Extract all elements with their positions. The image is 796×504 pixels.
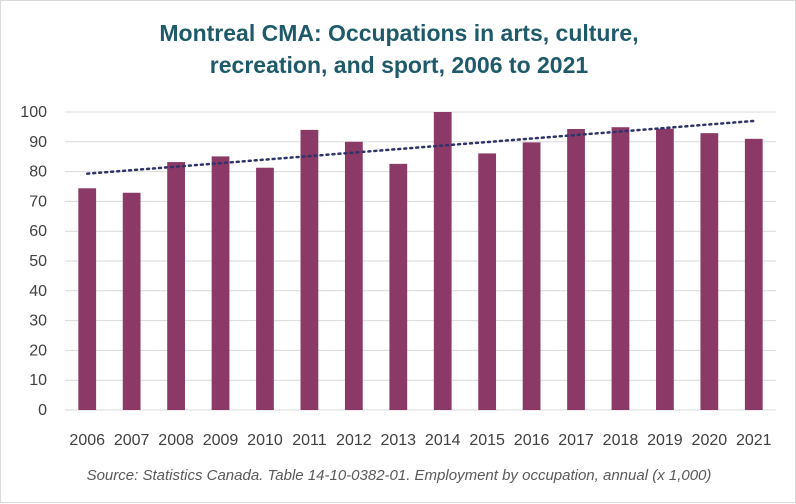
x-tick-label: 2014 [425, 432, 461, 449]
y-tick-label: 90 [29, 134, 47, 151]
y-axis-ticks: 0 10 20 30 40 50 60 70 80 90 100 [20, 104, 47, 419]
x-tick-label: 2015 [469, 432, 505, 449]
bar-2013 [389, 163, 408, 410]
x-tick-label: 2012 [336, 432, 372, 449]
x-tick-label: 2021 [736, 432, 772, 449]
bar-2014 [433, 112, 452, 410]
y-tick-label: 70 [29, 193, 47, 210]
x-tick-label: 2019 [647, 432, 683, 449]
y-tick-label: 20 [29, 342, 47, 359]
x-tick-label: 2008 [158, 432, 194, 449]
bar-2020 [700, 133, 719, 410]
trendline-layer [85, 119, 756, 175]
x-tick-label: 2017 [558, 432, 594, 449]
x-tick-label: 2018 [603, 432, 639, 449]
x-tick-label: 2009 [203, 432, 239, 449]
chart-title: Montreal CMA: Occupations in arts, cultu… [1, 17, 796, 81]
bar-2010 [256, 167, 274, 410]
x-tick-label: 2013 [380, 432, 416, 449]
bar-2021 [744, 138, 763, 410]
bar-2009 [211, 156, 230, 410]
x-tick-label: 2006 [69, 432, 105, 449]
bar-2016 [522, 142, 541, 410]
chart-title-line-1: Montreal CMA: Occupations in arts, cultu… [159, 20, 639, 46]
x-tick-label: 2011 [292, 432, 327, 449]
y-tick-label: 50 [29, 253, 47, 270]
bar-2012 [344, 141, 363, 411]
chart-title-line-2: recreation, and sport, 2006 to 2021 [209, 52, 589, 78]
y-tick-label: 80 [29, 164, 47, 181]
y-tick-label: 100 [20, 104, 47, 121]
y-tick-label: 0 [38, 402, 47, 419]
y-tick-label: 40 [29, 283, 47, 300]
bar-2007 [122, 192, 141, 410]
bars [78, 112, 763, 411]
x-tick-label: 2010 [247, 432, 283, 449]
bar-2006 [78, 188, 97, 410]
y-tick-label: 10 [29, 372, 47, 389]
x-tick-label: 2016 [514, 432, 550, 449]
y-tick-label: 60 [29, 223, 47, 240]
x-tick-label: 2007 [114, 432, 150, 449]
y-tick-label: 30 [29, 313, 47, 330]
source-note: Source: Statistics Canada. Table 14-10-0… [86, 467, 712, 484]
x-tick-label: 2020 [692, 432, 728, 449]
bar-2017 [567, 128, 585, 410]
bar-2019 [656, 128, 674, 411]
trendline [85, 119, 756, 175]
bar-2018 [611, 127, 630, 410]
bar-2015 [478, 153, 497, 410]
bar-2008 [167, 162, 185, 410]
x-axis-ticks: 2006 2007 2008 2009 2010 2011 2012 2013 2014 2015… [69, 432, 771, 449]
bar-2011 [300, 129, 319, 410]
